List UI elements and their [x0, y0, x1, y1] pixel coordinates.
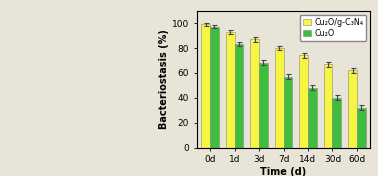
- Bar: [308, 88, 316, 148]
- Legend: Cu₂O/g-C₃N₄, Cu₂O: Cu₂O/g-C₃N₄, Cu₂O: [300, 15, 366, 41]
- Bar: [201, 24, 210, 148]
- Bar: [275, 48, 284, 148]
- Bar: [259, 63, 268, 148]
- Y-axis label: Bacteriostasis (%): Bacteriostasis (%): [159, 29, 169, 129]
- Bar: [349, 70, 357, 148]
- Bar: [333, 98, 341, 148]
- Bar: [234, 44, 243, 148]
- Bar: [284, 77, 292, 148]
- Bar: [251, 39, 259, 148]
- Bar: [299, 55, 308, 148]
- Bar: [210, 27, 218, 148]
- X-axis label: Time (d): Time (d): [260, 167, 307, 176]
- Bar: [357, 108, 366, 148]
- Bar: [324, 64, 333, 148]
- Bar: [226, 32, 234, 148]
